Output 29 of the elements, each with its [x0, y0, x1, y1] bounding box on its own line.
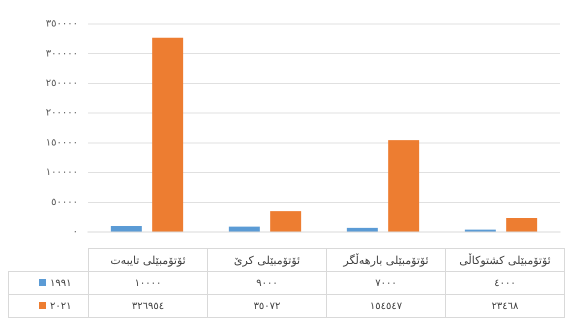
y-tick-label: ٢٠٠٠٠٠: [46, 108, 78, 119]
data-label: ٢٣٤٦٨: [446, 294, 564, 318]
y-tick-label: ٠: [72, 226, 78, 238]
bar: [152, 38, 184, 232]
data-label: ١٠٠٠٠: [88, 272, 208, 294]
data-label: ٣٢٦٩٥٤: [88, 294, 208, 318]
data-label: ١٥٤٥٤٧: [326, 294, 446, 318]
y-tick-label: ١٥٠٠٠٠: [46, 137, 78, 148]
x-tick-label: ئۆتۆمبێلی کرێ: [208, 248, 326, 272]
x-tick-label: ئۆتۆمبێلی کشتوکاڵی: [446, 248, 564, 272]
x-tick-label: ئۆتۆمبێلی تایبەت: [88, 248, 208, 272]
data-label: ٩٠٠٠: [208, 272, 326, 294]
bar: [388, 140, 420, 232]
legend-label: ٢٠٢١: [8, 294, 88, 318]
data-label: ٧٠٠٠: [326, 272, 446, 294]
bar: [270, 211, 302, 232]
x-tick-label: ئۆتۆمبێلی بارهەڵگر: [326, 248, 446, 272]
data-label: ٤٠٠٠: [446, 272, 564, 294]
data-label: ٣٥٠٧٢: [208, 294, 326, 318]
y-tick-label: ٥٠٠٠٠: [51, 196, 78, 208]
legend-label: ١٩٩١: [8, 272, 88, 294]
y-tick-label: ٣٠٠٠٠٠: [46, 48, 78, 60]
bar: [346, 228, 378, 232]
bar: [506, 218, 538, 232]
y-tick-label: ٣٥٠٠٠٠: [46, 18, 78, 30]
y-tick-label: ١٠٠٠٠٠: [46, 167, 78, 178]
bar: [228, 226, 260, 232]
bar: [110, 226, 142, 232]
y-tick-label: ٢٥٠٠٠٠: [46, 78, 78, 90]
